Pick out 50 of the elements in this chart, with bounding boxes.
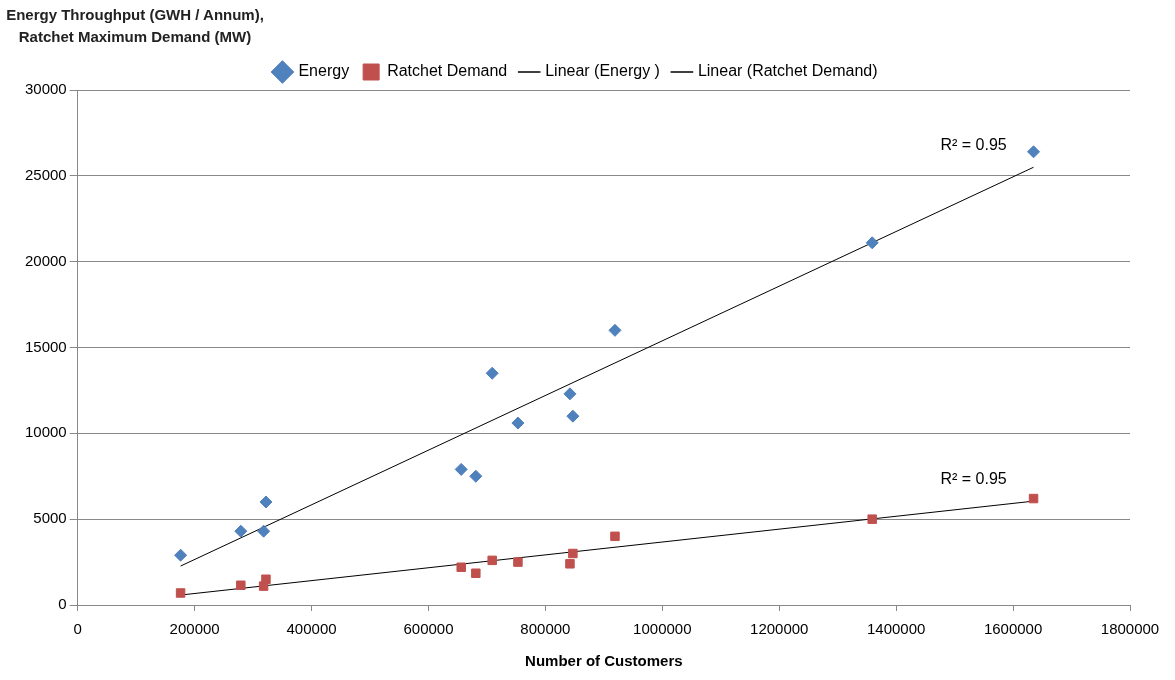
point [1028,493,1039,504]
y-tick-label: 25000 [24,165,67,183]
y-tick-label: 15000 [24,337,67,355]
x-tick-label: 1400000 [866,620,926,638]
point [257,524,271,538]
point [1027,145,1041,159]
annotation: R² = 0.95 [940,469,1007,487]
point [471,568,481,578]
x-tick-label: 400000 [286,620,337,638]
annotation: R² = 0.95 [940,135,1007,153]
point [568,548,578,559]
y-tick-label: 5000 [33,509,67,527]
x-tick-label: 1200000 [750,620,809,638]
point [259,495,273,509]
point [511,416,525,430]
y-tick-label: 10000 [24,423,67,441]
legend-label: Linear (Ratchet Demand) [697,62,878,80]
point [485,366,499,380]
point [566,409,580,423]
point [454,462,468,476]
x-tick-label: 1000000 [633,620,692,638]
point [469,469,483,483]
point [865,236,879,250]
point [563,387,577,401]
point [565,559,575,569]
x-axis-title: Number of Customers [525,652,683,670]
point [261,574,271,584]
point [174,548,188,562]
y-tick-label: 30000 [24,80,67,98]
legend-label: Ratchet Demand [387,62,508,80]
point [608,323,622,337]
point [234,524,248,538]
point [513,557,523,567]
x-tick-label: 800000 [520,620,571,638]
y-tick-label: 20000 [24,251,67,269]
point [456,562,466,572]
point [487,555,497,566]
x-tick-label: 1800000 [1100,620,1160,638]
x-tick-label: 1600000 [983,620,1043,638]
x-tick-label: 200000 [169,620,220,638]
point [610,531,620,542]
x-tick-label: 600000 [403,620,454,638]
y-tick-label: 0 [58,595,67,613]
legend-label: Linear (Energy ) [545,62,660,80]
y-axis-title: Energy Throughput (GWH / Annum), Ratchet Maximum Demand (MW) [5,5,265,47]
x-tick-label: 0 [73,620,82,638]
point [175,588,186,598]
point [236,580,246,590]
legend-label: Energy [298,62,350,80]
point [867,514,877,524]
